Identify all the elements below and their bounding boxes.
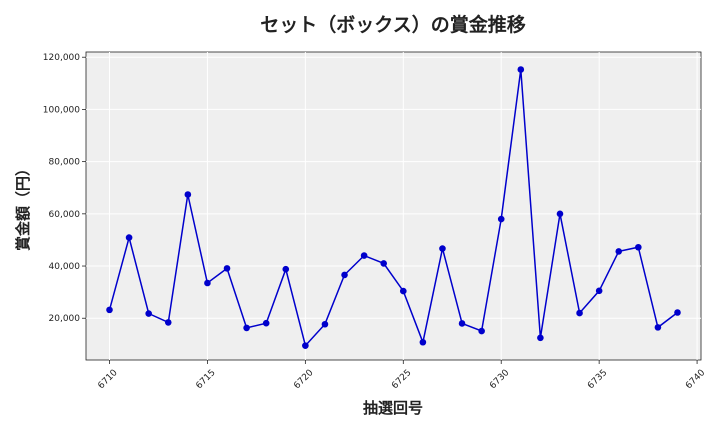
plot-area (85, 51, 702, 361)
x-tick-label: 6715 (194, 368, 217, 391)
data-point (341, 271, 348, 279)
data-point (380, 260, 388, 267)
data-point (223, 265, 231, 272)
y-tick-label: 20,000 (49, 314, 81, 324)
x-axis-ticks: 6710 6715 6720 6725 6730 6735 6740 (96, 360, 707, 391)
x-tick-label: 6740 (684, 368, 707, 391)
y-tick-label: 40,000 (49, 262, 81, 272)
data-point (595, 287, 603, 295)
data-point (164, 319, 172, 326)
data-point (302, 342, 309, 349)
data-point (537, 334, 544, 342)
x-tick-label: 6710 (96, 368, 119, 391)
data-point (282, 265, 290, 273)
data-point (654, 324, 662, 331)
grid-lines (86, 52, 701, 360)
x-tick-label: 6720 (292, 368, 315, 391)
x-tick-label: 6735 (586, 368, 609, 391)
data-point (674, 309, 681, 316)
data-point (615, 248, 623, 255)
data-point (262, 319, 270, 327)
x-tick-label: 6730 (488, 368, 511, 391)
x-axis-label: 抽選回号 (363, 399, 423, 417)
y-tick-label: 60,000 (49, 210, 81, 220)
data-point (497, 215, 505, 223)
data-point (556, 210, 564, 218)
y-tick-label: 120,000 (43, 53, 80, 63)
data-point (419, 338, 427, 346)
x-tick-label: 6725 (390, 368, 413, 391)
data-point (517, 66, 525, 73)
y-axis-label: 賞金額（円） (14, 161, 32, 251)
data-point (576, 309, 583, 317)
data-point (399, 287, 407, 295)
data-point (204, 279, 211, 287)
series-line (108, 69, 678, 348)
data-point (439, 245, 446, 252)
y-tick-label: 100,000 (43, 105, 80, 115)
data-point (321, 320, 329, 328)
data-point (360, 252, 368, 259)
data-point (184, 191, 192, 198)
data-point (145, 310, 152, 317)
data-point (106, 306, 113, 314)
data-point (478, 327, 485, 335)
y-axis-ticks: 20,000 40,000 60,000 80,000 100,000 120,000 (43, 53, 86, 324)
series-layer (106, 66, 681, 349)
data-point (243, 324, 250, 332)
data-point (458, 320, 466, 327)
y-tick-label: 80,000 (49, 158, 81, 168)
data-point (125, 234, 133, 241)
data-point (635, 243, 642, 251)
chart-title: セット（ボックス）の賞金推移 (260, 13, 525, 36)
